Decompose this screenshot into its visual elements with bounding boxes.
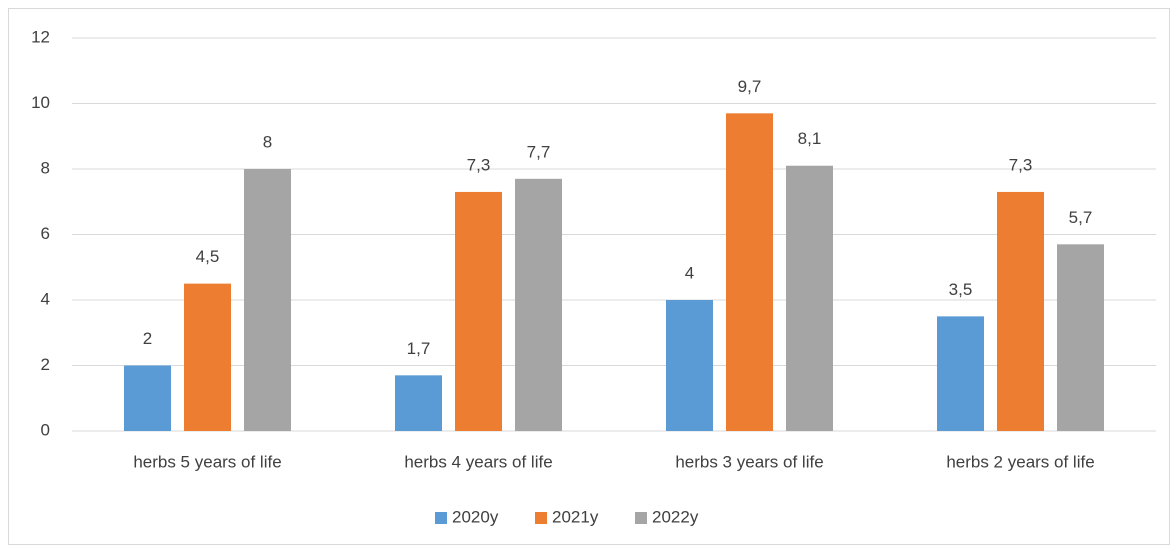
- y-tick-label: 2: [41, 355, 50, 374]
- bar: [997, 191, 1044, 431]
- data-label: 7,3: [467, 155, 491, 174]
- y-tick-label: 10: [31, 93, 50, 112]
- data-label: 7,3: [1009, 155, 1033, 174]
- data-label: 5,7: [1069, 208, 1093, 227]
- legend-swatch: [535, 512, 547, 524]
- y-tick-label: 4: [41, 289, 50, 308]
- bar: [395, 375, 442, 431]
- bar: [244, 169, 291, 431]
- legend-label: 2022y: [652, 507, 699, 526]
- bar: [1057, 244, 1104, 431]
- x-tick-label: herbs 5 years of life: [133, 452, 281, 471]
- bar: [515, 178, 562, 431]
- bar: [937, 316, 984, 431]
- legend-label: 2020y: [452, 507, 499, 526]
- bar: [666, 300, 713, 431]
- data-label: 3,5: [949, 280, 973, 299]
- data-label: 9,7: [738, 77, 762, 96]
- bar: [455, 191, 502, 431]
- data-label: 7,7: [527, 142, 551, 161]
- y-tick-label: 6: [41, 224, 50, 243]
- x-tick-label: herbs 4 years of life: [404, 452, 552, 471]
- legend-label: 2021y: [552, 507, 599, 526]
- y-tick-label: 0: [41, 420, 50, 439]
- legend-swatch: [435, 512, 447, 524]
- data-label: 8,1: [798, 129, 822, 148]
- chart-border: [8, 8, 1170, 545]
- bar: [786, 165, 833, 431]
- data-label: 4,5: [196, 247, 220, 266]
- data-label: 8: [263, 132, 272, 151]
- data-label: 4: [685, 263, 694, 282]
- bar: [726, 113, 773, 431]
- data-label: 1,7: [407, 339, 431, 358]
- y-tick-label: 8: [41, 158, 50, 177]
- x-tick-label: herbs 2 years of life: [946, 452, 1094, 471]
- bar: [124, 365, 171, 431]
- x-tick-label: herbs 3 years of life: [675, 452, 823, 471]
- legend-swatch: [635, 512, 647, 524]
- y-tick-label: 12: [31, 27, 50, 46]
- data-label: 2: [143, 329, 152, 348]
- bar: [184, 283, 231, 431]
